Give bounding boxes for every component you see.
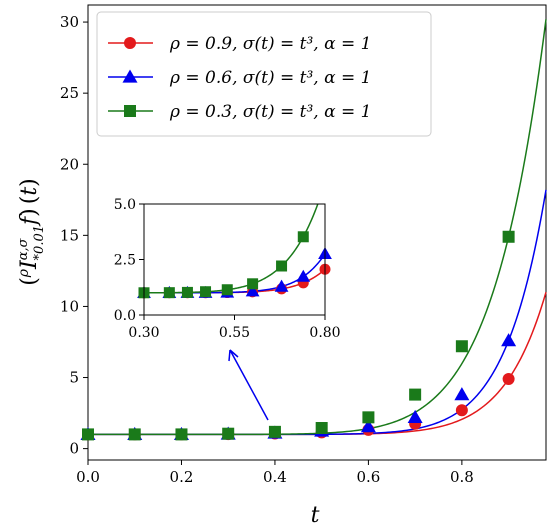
inset-data-point-square: [276, 260, 288, 272]
y-tick-label: 20: [60, 155, 79, 173]
data-point-square: [315, 422, 328, 435]
inset-y-tick-label: 5.0: [114, 197, 136, 213]
inset-background: [144, 204, 325, 315]
main-x-ticks: 0.0 0.2 0.4 0.6 0.8: [76, 460, 474, 486]
x-tick-label: 0.6: [356, 468, 380, 486]
main-plot-frame: [87, 4, 547, 461]
data-point-circle: [502, 372, 515, 385]
data-point-square: [222, 427, 235, 440]
inset-data-point-triangle: [245, 284, 260, 297]
svg-text:(ρIα,σ*0.01f)(t): (ρIα,σ*0.01f)(t): [16, 178, 47, 286]
data-point-square: [455, 340, 468, 353]
main-y-ticks: 0 5 10 15 20 25 30: [60, 13, 88, 458]
y-tick-label: 5: [69, 369, 79, 387]
inset-data-point-square: [247, 278, 259, 290]
inset-x-tick-label: 0.30: [128, 325, 159, 341]
main-plot-area: 0.0 0.2 0.4 0.6 0.8 0 5 10 15 20 25 30: [60, 4, 547, 486]
data-point-triangle: [360, 419, 376, 433]
zoom-arrow: [228, 349, 269, 421]
data-point-triangle: [454, 387, 470, 401]
y-tick-label: 15: [60, 226, 79, 244]
y-axis-label: (ρIα,σ*0.01f)(t): [16, 178, 47, 286]
legend-marker-square: [124, 105, 136, 117]
data-point-triangle: [407, 409, 423, 423]
inset-data-point-square: [181, 286, 193, 298]
inset-y-tick-label: 0.0: [114, 308, 136, 324]
x-tick-label: 0.2: [170, 468, 194, 486]
inset-x-ticks: 0.30 0.55 0.80: [128, 315, 341, 341]
inset-data-point-triangle: [274, 279, 289, 292]
inset-x-tick-label: 0.55: [219, 325, 250, 341]
data-point-square: [175, 428, 188, 441]
inset-data-point-triangle: [296, 269, 311, 282]
inset-data-point-square: [200, 286, 212, 298]
inset-y-ticks: 0.0 2.5 5.0: [114, 197, 144, 324]
x-tick-label: 0.8: [450, 468, 474, 486]
inset-data-point-square: [297, 231, 309, 243]
y-tick-label: 10: [60, 297, 79, 315]
x-tick-label: 0.0: [76, 468, 100, 486]
legend-label: ρ = 0.9, σ(t) = t³, α = 1: [169, 34, 371, 54]
data-point-square: [268, 425, 281, 438]
data-point-circle: [455, 404, 468, 417]
y-tick-label: 0: [69, 440, 79, 458]
legend-marker-circle: [124, 37, 136, 49]
data-point-square: [82, 428, 94, 441]
data-point-square: [362, 411, 375, 424]
legend-label: ρ = 0.3, σ(t) = t³, α = 1: [169, 102, 371, 122]
legend-marker-triangle: [122, 69, 138, 83]
inset-plot: 0.30 0.55 0.80 0.0 2.5 5.0: [114, 197, 341, 341]
main-markers: [80, 230, 517, 441]
data-point-square: [502, 230, 515, 243]
legend: ρ = 0.9, σ(t) = t³, α = 1 ρ = 0.6, σ(t) =…: [96, 11, 432, 137]
inset-y-tick-label: 2.5: [114, 253, 136, 269]
data-point-square: [409, 388, 422, 401]
x-axis-label: t: [311, 503, 320, 528]
data-point-triangle: [501, 333, 517, 347]
legend-box: [96, 11, 432, 137]
data-point-square: [128, 428, 141, 441]
inset-data-point-square: [163, 287, 175, 299]
y-tick-label: 25: [60, 84, 79, 102]
inset-markers: [137, 231, 332, 299]
inset-data-point-square: [221, 284, 233, 296]
inset-x-tick-label: 0.80: [309, 325, 340, 341]
y-tick-label: 30: [60, 13, 79, 31]
x-tick-label: 0.4: [263, 468, 287, 486]
legend-label: ρ = 0.6, σ(t) = t³, α = 1: [169, 68, 371, 88]
